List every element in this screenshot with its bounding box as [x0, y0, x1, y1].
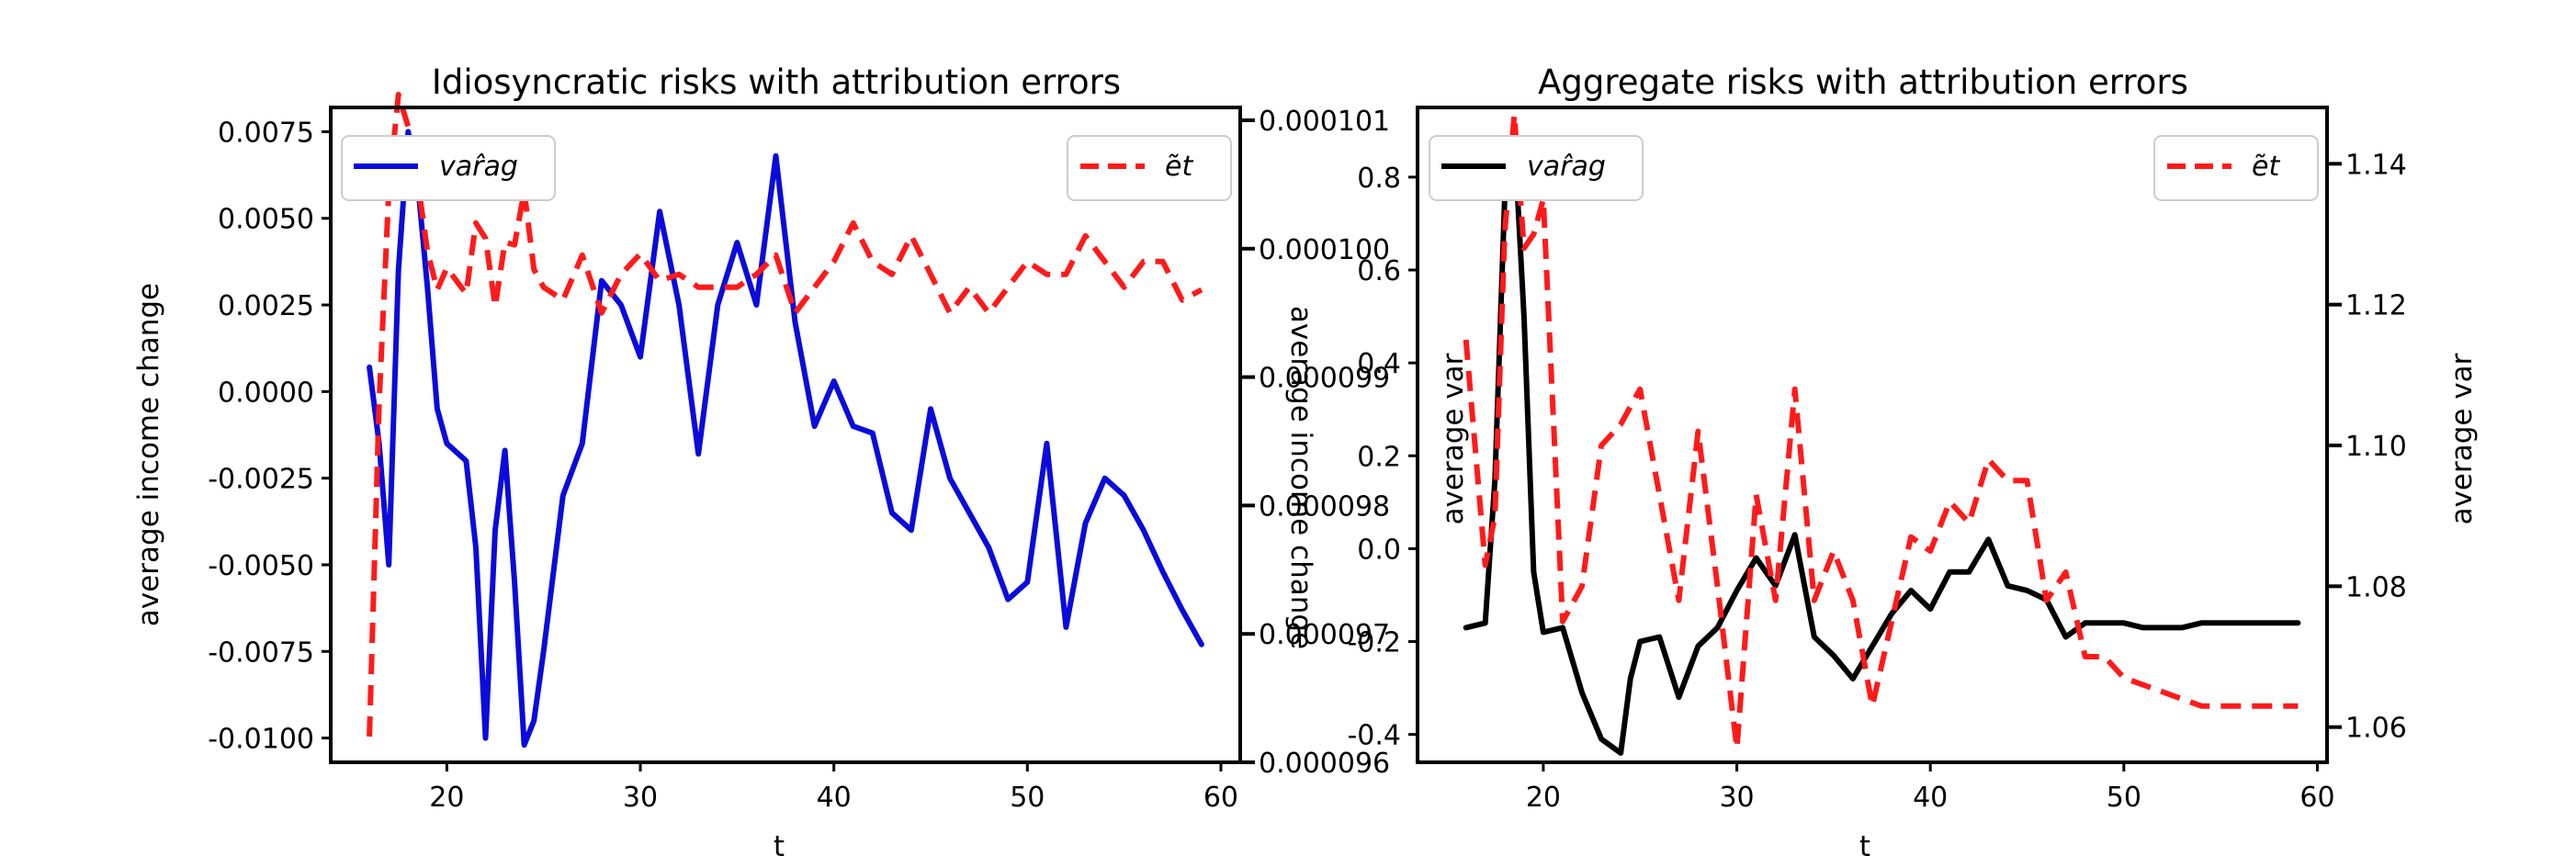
legend-box: [341, 135, 556, 201]
axes-frame: [1416, 106, 2329, 764]
legend-right: ẽt: [1067, 135, 1232, 201]
series-line-e-t: [367, 92, 1203, 738]
legend-right: ẽt: [2153, 135, 2319, 201]
series-line-var-ag: [367, 129, 1204, 749]
legend-left: var̂ag: [1429, 135, 1644, 201]
y-tick-label-left: -0.0050: [208, 550, 314, 582]
x-tick-label: 20: [1526, 782, 1561, 814]
y-tick-label-left: -0.0075: [208, 636, 314, 669]
y-tick-label-left: 0.4: [1357, 348, 1401, 380]
y-tick-label-left: -0.2: [1347, 627, 1401, 659]
legend-box: [1429, 135, 1644, 201]
y-tick-label-right: 1.08: [2345, 571, 2407, 603]
y-tick-label-left: 0.0075: [218, 117, 314, 149]
aggregate-risk-panel: Aggregate risks with attribution errors …: [1347, 62, 2479, 863]
series-line-e-t: [1463, 111, 2299, 751]
y-tick-label-left: 0.2: [1357, 441, 1401, 473]
x-axis-label: t: [1859, 830, 1870, 863]
y-tick-label-right: 0.000101: [1259, 106, 1390, 138]
y-tick-label-left: -0.0100: [208, 724, 314, 756]
x-tick-label: 20: [429, 782, 464, 814]
y-axis-label-right: average var: [2446, 353, 2479, 524]
y-tick-label-left: 0.0025: [218, 290, 314, 322]
y-tick-label-left: 0.0: [1357, 534, 1401, 566]
x-tick-label: 30: [1719, 782, 1754, 814]
x-tick-label: 50: [1010, 782, 1045, 814]
y-tick-label-left: -0.0025: [208, 464, 314, 496]
axes-frame: [329, 106, 1242, 764]
y-tick-label-left: 0.6: [1357, 255, 1401, 287]
legend-label-var-ag: var̂ag: [439, 151, 518, 183]
x-tick-label: 40: [1913, 782, 1948, 814]
legend-left: var̂ag: [341, 135, 556, 201]
y-axis-label-left: average income change: [132, 283, 165, 626]
y-tick-label-right: 1.12: [2345, 290, 2407, 322]
x-tick-label: 60: [1203, 782, 1238, 814]
y-tick-label-right: 0.000097: [1259, 619, 1390, 651]
x-axis-label: t: [774, 830, 785, 863]
legend-label-var-ag: var̂ag: [1527, 151, 1606, 183]
legend-label-e-t: ẽt: [1165, 151, 1193, 183]
y-tick-label-right: 1.10: [2345, 431, 2407, 463]
y-tick-label-left: 0.8: [1357, 163, 1401, 195]
chart-title: Aggregate risks with attribution errors: [1538, 62, 2188, 102]
plot-area: [1463, 111, 2301, 756]
idiosyncratic-risk-panel: Idiosyncratic risks with attribution err…: [132, 62, 1390, 863]
x-tick-label: 40: [817, 782, 852, 814]
x-tick-label: 30: [623, 782, 658, 814]
y-axis-label-right: average income change: [1284, 306, 1317, 649]
y-tick-label-right: 1.14: [2345, 149, 2407, 181]
legend-label-e-t: ẽt: [2252, 151, 2280, 183]
chart-title: Idiosyncratic risks with attribution err…: [432, 62, 1121, 102]
y-tick-label-left: 0.0050: [218, 204, 314, 236]
x-tick-label: 60: [2299, 782, 2334, 814]
y-tick-label-left: -0.4: [1347, 720, 1401, 752]
y-tick-label-right: 0.000100: [1259, 234, 1390, 266]
x-tick-label: 50: [2107, 782, 2141, 814]
y-tick-label-right: 1.06: [2345, 713, 2407, 745]
legend-box: [2153, 135, 2319, 201]
plot-area: [367, 92, 1204, 749]
legend-box: [1067, 135, 1232, 201]
y-tick-label-right: 0.000099: [1259, 363, 1390, 395]
y-axis-label-left: average var: [1437, 353, 1470, 524]
series-line-var-ag: [1463, 132, 2301, 756]
y-tick-label-right: 0.000098: [1259, 490, 1390, 523]
y-tick-label-left: 0.0000: [218, 377, 314, 409]
y-tick-label-right: 0.000096: [1259, 748, 1390, 780]
